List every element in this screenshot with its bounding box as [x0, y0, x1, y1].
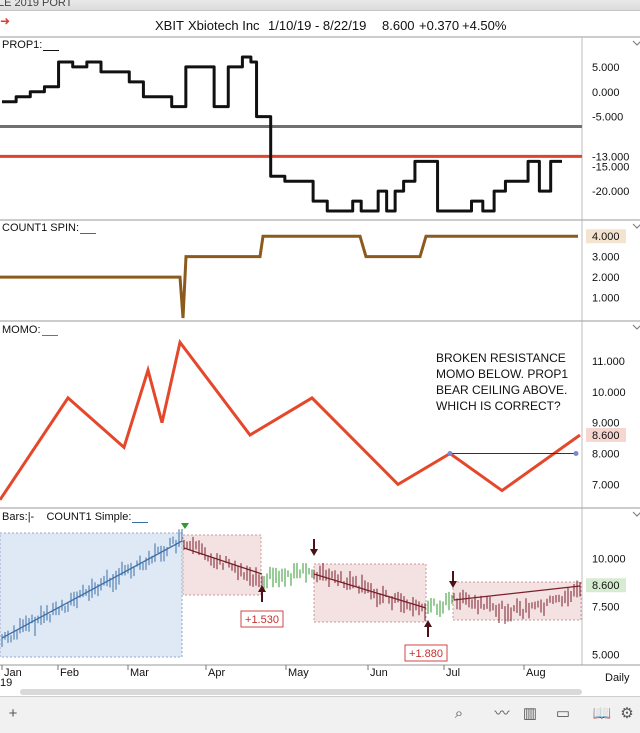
magnifier-icon[interactable]: ⌕	[454, 705, 464, 722]
prop1-tick-label: 5.000	[592, 62, 620, 74]
up-regression-line	[1, 540, 183, 639]
horizontal-scrollbar[interactable]	[20, 689, 582, 695]
down-regression-line	[453, 585, 581, 601]
trend-line-icon[interactable]: 〰	[494, 705, 510, 722]
bars-last-value-bg	[586, 578, 626, 593]
bars-tick-label: 7.500	[592, 601, 620, 613]
date-range: 1/10/19 - 8/22/19	[268, 18, 367, 33]
axis-label-bg	[586, 149, 634, 164]
month-label: Feb	[60, 667, 79, 679]
book-icon[interactable]: 📖	[592, 705, 612, 722]
spin-panel-label: COUNT1 SPIN:	[2, 222, 97, 234]
month-label: May	[288, 667, 309, 679]
bearish-range-box	[182, 534, 262, 596]
last-price: 8.600	[382, 18, 415, 33]
prop1-tick-label: -20.000	[592, 186, 629, 198]
momo-last-value-label: 8.600	[592, 430, 620, 442]
year-label: 19	[0, 677, 12, 689]
panel-icon[interactable]: ▭	[555, 705, 571, 722]
plus-icon[interactable]: +	[8, 705, 18, 722]
momo-title: MOMO:	[2, 324, 41, 336]
spin-title: COUNT1 SPIN:	[2, 222, 80, 234]
momo-annotation-text: BROKEN RESISTANCE	[436, 351, 566, 365]
spin-tick-label: 3.000	[592, 252, 620, 264]
chevron-down-icon	[632, 324, 640, 330]
chart-canvas[interactable]: 5.000 0.000 -5.000 -13.000-15.000 -20.000 4.0…	[0, 0, 640, 696]
gain-label-text: +1.880	[409, 648, 443, 660]
gain-label-text: +1.530	[245, 614, 279, 626]
down-arrow-marker	[310, 539, 318, 556]
symbol: XBIT	[155, 18, 184, 33]
month-label: Aug	[526, 667, 546, 679]
bottom-toolbar: + ⌕ 〰 ▥ ▭ 📖 ⚙	[0, 696, 640, 733]
bullish-range-box	[0, 532, 183, 658]
momo-last-value-bg	[586, 427, 626, 442]
spin-tick-label: 4.000	[592, 231, 620, 243]
momo-panel-label: MOMO:	[2, 324, 58, 336]
prop1-tick-label: -13.000	[592, 151, 629, 163]
window-title: LE 2019 PORT	[0, 0, 73, 9]
gain-label-box	[404, 644, 448, 662]
spin-tick-label: 2.000	[592, 272, 620, 284]
momo-tick-label: 8.000	[592, 449, 620, 461]
prop1-panel-label: PROP1:	[2, 39, 60, 51]
prop1-series-line	[2, 55, 562, 213]
spin-tick-label: 1.000	[592, 293, 620, 305]
company-name: Xbiotech Inc	[188, 18, 260, 33]
prop1-tick-label: -15.000	[592, 161, 629, 173]
bar-layout-icon[interactable]: ▥	[522, 705, 538, 722]
momo-series-line	[0, 338, 581, 501]
chevron-down-icon	[632, 40, 640, 46]
spin-last-value-bg	[586, 229, 626, 244]
red-arrow-icon[interactable]: ➜	[0, 14, 11, 28]
month-label: Mar	[130, 667, 149, 679]
trendline-handle	[447, 451, 453, 457]
up-arrow-marker	[258, 585, 266, 602]
count1-simple-title: COUNT1 Simple:	[46, 511, 132, 523]
momo-tick-label: 7.000	[592, 479, 620, 491]
momo-tick-label: 10.000	[592, 387, 626, 399]
month-label: Jun	[370, 667, 388, 679]
month-label: Jan	[4, 667, 22, 679]
gain-label-box	[240, 610, 284, 628]
bars-title: Bars:	[2, 511, 28, 523]
momo-tick-label: 11.000	[592, 356, 625, 368]
prop1-tick-label: -5.000	[592, 112, 623, 124]
period-label[interactable]: Daily	[605, 672, 630, 684]
green-triangle-marker	[181, 523, 189, 529]
down-regression-line	[313, 573, 427, 609]
symbol-info-bar: ➜ XBIT Xbiotech Inc 1/10/19 - 8/22/19 8.…	[0, 10, 640, 36]
down-regression-line	[183, 547, 263, 575]
down-arrow-marker	[449, 571, 457, 588]
month-label: Apr	[208, 667, 225, 679]
momo-annotation-text: MOMO BELOW. PROP1	[436, 367, 568, 381]
bars-tick-label: 10.000	[592, 553, 626, 565]
spin-series-line	[0, 234, 578, 319]
price-change: +0.370	[419, 18, 460, 33]
prop1-tick-label: 0.000	[592, 87, 620, 99]
chevron-down-icon	[632, 511, 640, 517]
momo-annotation-text: WHICH IS CORRECT?	[436, 399, 561, 413]
bearish-range-box	[313, 563, 427, 623]
momo-annotation-text: BEAR CEILING ABOVE.	[436, 383, 567, 397]
gear-icon[interactable]: ⚙	[620, 705, 634, 722]
momo-tick-label: 9.000	[592, 418, 620, 430]
prop1-title: PROP1:	[2, 39, 43, 51]
month-label: Jul	[446, 667, 460, 679]
price-change-percent: +4.50%	[462, 18, 507, 33]
bars-last-value-label: 8.600	[592, 580, 620, 592]
up-arrow-marker	[424, 620, 432, 637]
chevron-down-icon	[632, 223, 640, 229]
bars-tick-label: 5.000	[592, 649, 620, 661]
trendline-handle	[573, 451, 579, 457]
bars-panel-label: Bars:|- COUNT1 Simple:	[2, 511, 149, 523]
window-title-bar: LE 2019 PORT	[0, 0, 640, 11]
